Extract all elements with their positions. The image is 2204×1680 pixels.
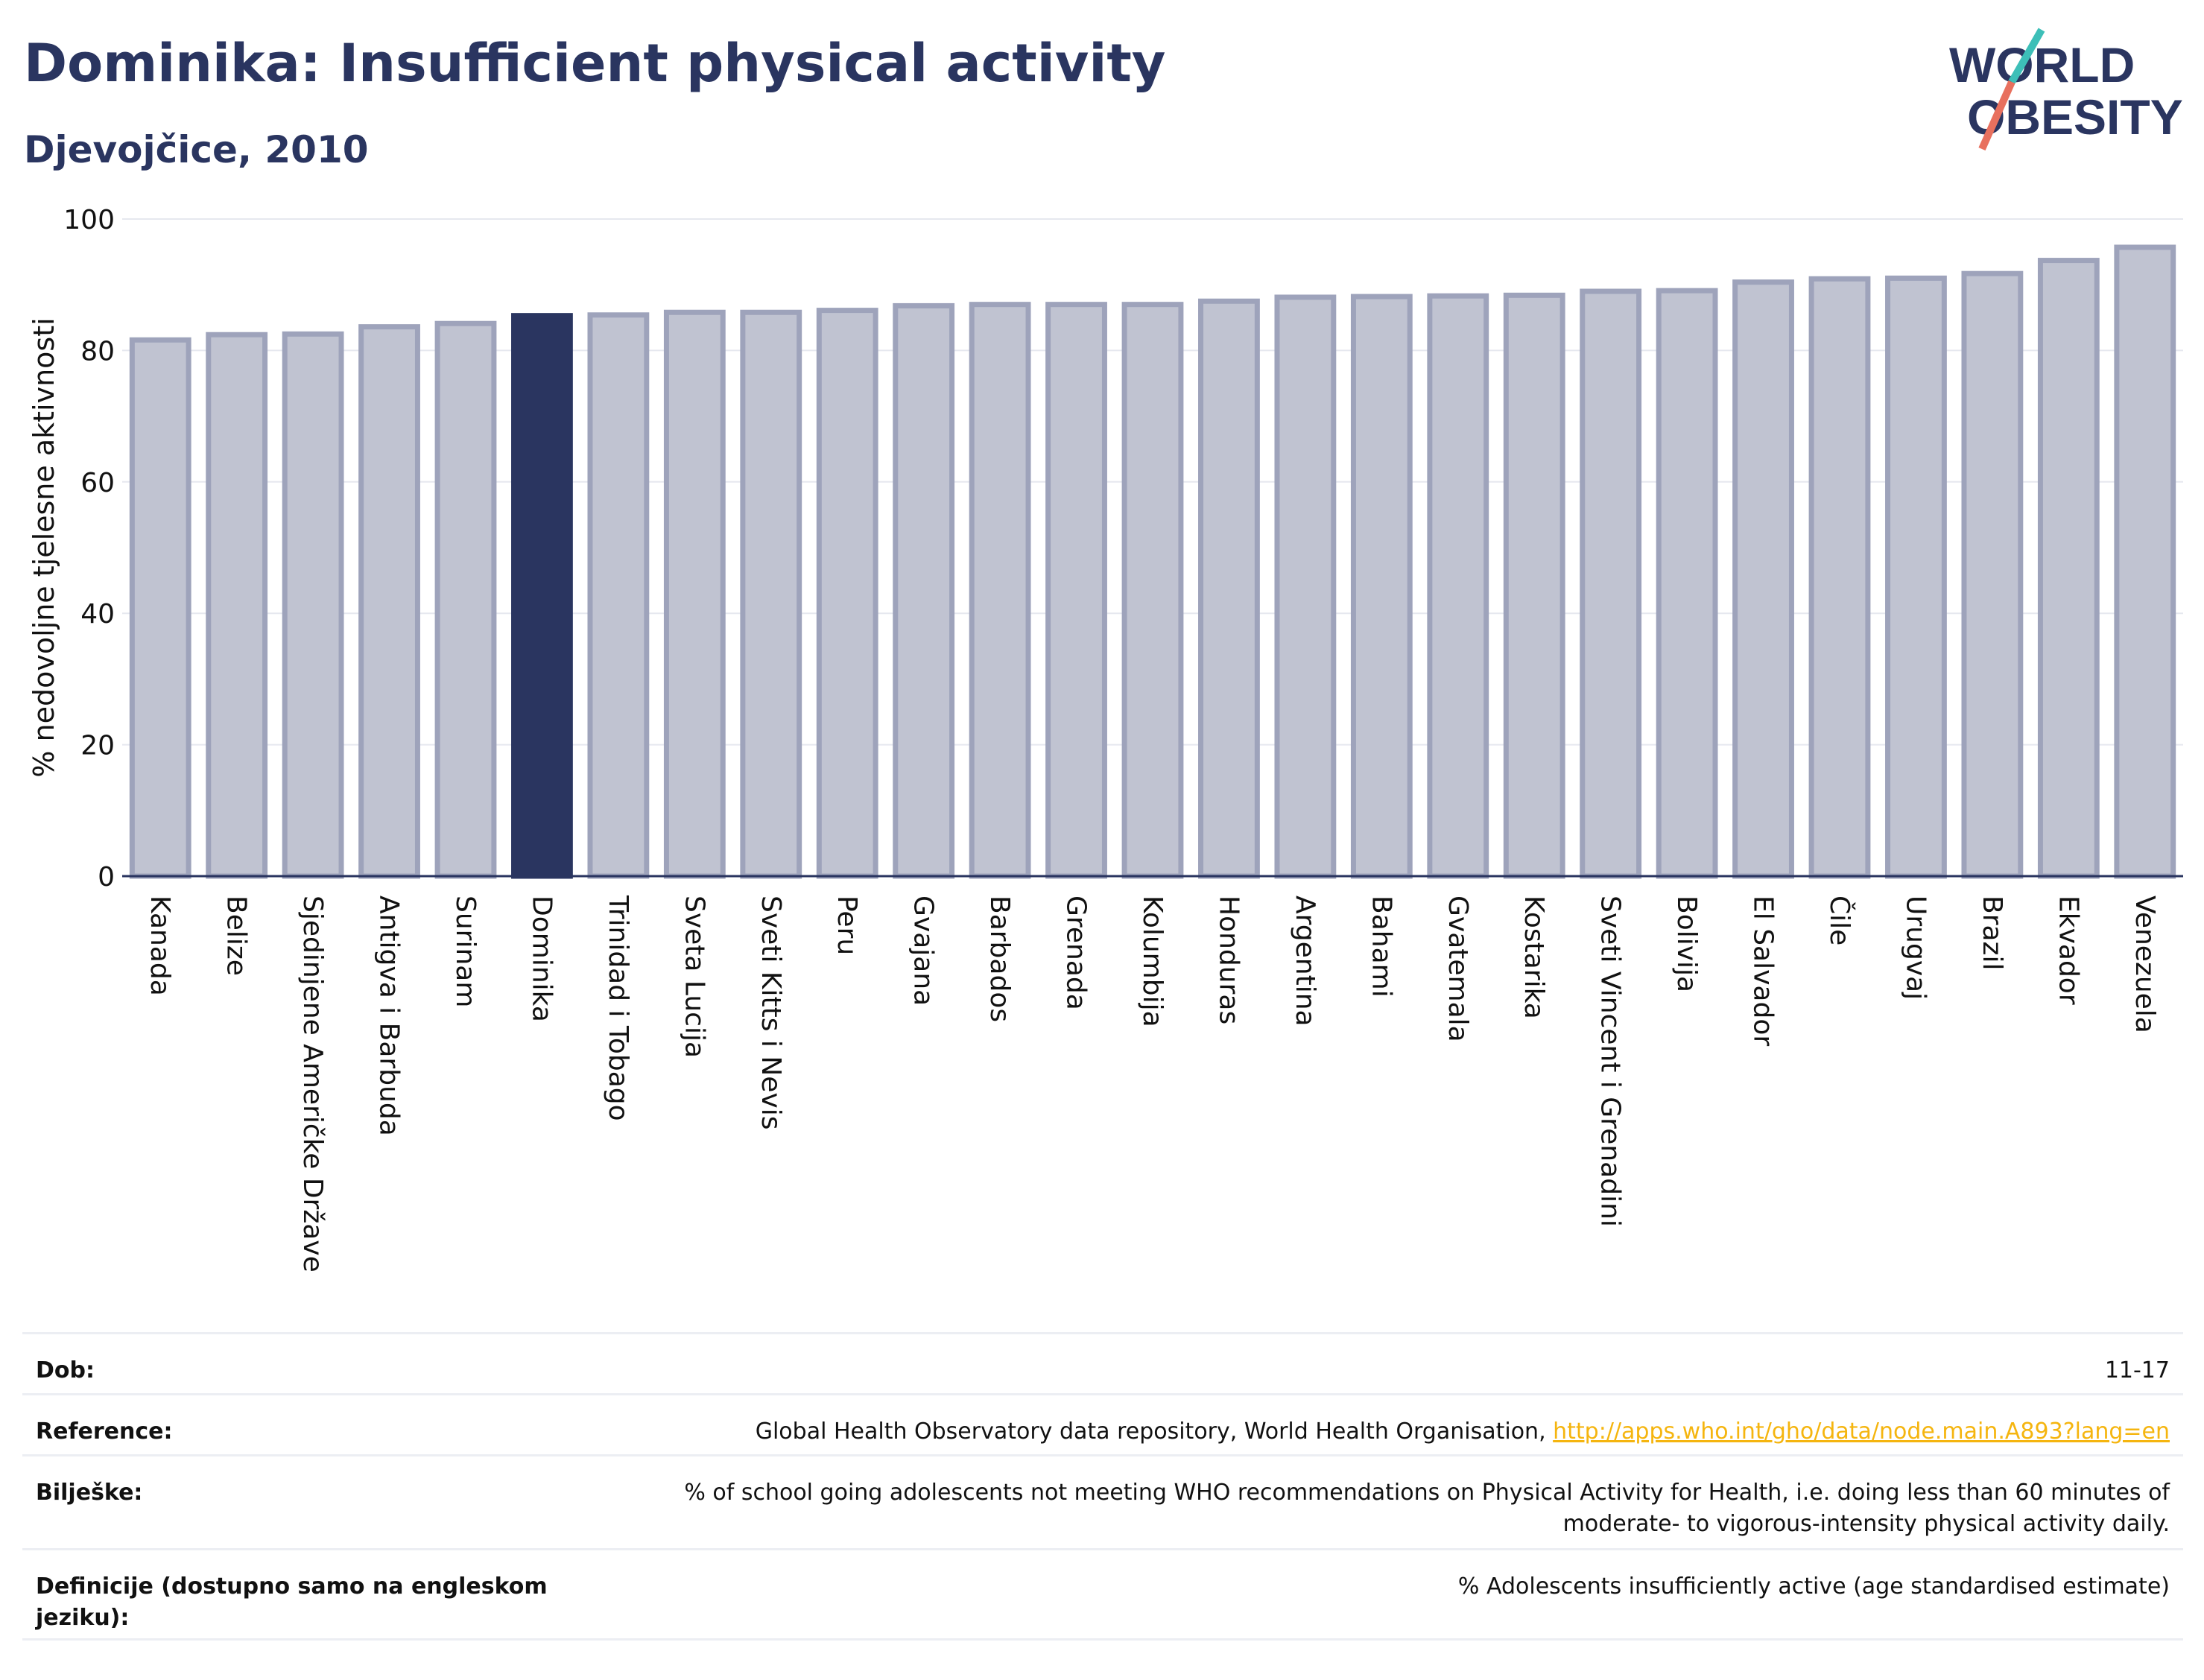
meta-value: Global Health Observatory data repositor… <box>756 1395 2170 1448</box>
x-tick-label: Gvajana <box>908 896 939 1006</box>
x-tick-label: Sjedinjene Američke Države <box>297 896 328 1272</box>
bar-sveti-vincent-i-grenadini <box>1580 288 1642 879</box>
x-tick-label: Honduras <box>1213 896 1244 1024</box>
meta-value: % of school going adolescents not meetin… <box>684 1480 2170 1537</box>
meta-row-notes: Bilješke: % of school going adolescents … <box>22 1454 2183 1548</box>
bar-kanada <box>129 337 191 879</box>
bar-el-salvador <box>1732 279 1794 879</box>
bar-kolumbija <box>1121 302 1184 879</box>
bar-bolivija <box>1656 288 1718 879</box>
x-tick-label: Trinidad i Tobago <box>603 895 633 1121</box>
y-axis-label: % nedovoljne tjelesne aktivnosti <box>28 317 60 777</box>
bar-urugvaj <box>1885 275 1947 879</box>
bar-chart: 0 20 40 60 80 100 Kanada Belize Sjedinjene Amer… <box>28 205 2183 1272</box>
y-tick-labels: 0 20 40 60 80 100 <box>63 205 115 893</box>
bar-belize <box>206 332 268 879</box>
bar-sjedinjene-ameri-ke-dr-ave <box>282 331 344 879</box>
bar-trinidad-i-tobago <box>587 312 650 879</box>
x-tick-label: Kostarika <box>1519 896 1549 1019</box>
bar-brazil <box>1961 270 2024 879</box>
bar-barbados <box>969 302 1031 879</box>
meta-key: Dob: <box>36 1357 95 1383</box>
x-tick-label: Belize <box>221 896 252 976</box>
y-tick-label: 100 <box>63 205 115 235</box>
bar-argentina <box>1274 294 1337 879</box>
bar-surinam <box>434 320 497 879</box>
bar-honduras <box>1198 298 1260 879</box>
bar--ile <box>1808 276 1871 879</box>
x-tick-label: El Salvador <box>1748 896 1779 1046</box>
bar-gvajana <box>893 302 955 879</box>
bars <box>129 244 2176 879</box>
y-tick-label: 0 <box>98 862 115 893</box>
x-tick-label: Brazil <box>1977 896 2007 970</box>
x-tick-label: Kanada <box>145 896 175 996</box>
bar-kostarika <box>1503 292 1565 879</box>
x-tick-label: Peru <box>832 896 862 955</box>
bar-ekvador <box>2037 258 2100 879</box>
bar-sveta-lucija <box>663 309 726 879</box>
x-tick-label: Bolivija <box>1671 896 1702 992</box>
x-tick-label: Dominika <box>526 896 557 1022</box>
bar-antigva-i-barbuda <box>358 324 420 879</box>
x-tick-label: Urugvaj <box>1900 896 1931 1000</box>
reference-text: Global Health Observatory data repositor… <box>755 1419 1554 1445</box>
chart-title: Dominika: Insufficient physical activity <box>24 33 1166 94</box>
logo-line1: WORLD <box>1949 37 2135 92</box>
x-tick-label: Argentina <box>1290 896 1320 1027</box>
bar-sveti-kitts-i-nevis <box>740 309 802 879</box>
x-tick-label: Venezuela <box>2129 896 2160 1033</box>
bar-peru <box>816 308 878 879</box>
bar-gvatemala <box>1427 293 1489 879</box>
bar-venezuela <box>2114 244 2176 879</box>
x-tick-label: Bahami <box>1366 896 1396 998</box>
meta-value: 11-17 <box>2104 1357 2170 1383</box>
bar-dominika <box>511 313 573 879</box>
meta-value: % Adolescents insufficiently active (age… <box>1457 1573 2170 1600</box>
y-tick-label: 80 <box>80 336 115 367</box>
y-tick-label: 60 <box>80 468 115 498</box>
meta-row-age: Dob: 11-17 <box>22 1332 2183 1393</box>
x-tick-label: Kolumbija <box>1137 896 1168 1027</box>
x-tick-label: Gvatemala <box>1443 896 1473 1042</box>
metadata-table: Dob: 11-17 Reference: Global Health Obse… <box>22 1332 2183 1641</box>
bar-bahami <box>1350 294 1413 879</box>
chart-subtitle: Djevojčice, 2010 <box>24 128 369 171</box>
x-tick-label: Surinam <box>450 896 481 1007</box>
x-tick-label: Sveti Kitts i Nevis <box>756 896 786 1130</box>
x-tick-label: Sveti Vincent i Grenadini <box>1595 896 1626 1227</box>
x-tick-label: Čile <box>1824 896 1855 945</box>
meta-key: Reference: <box>36 1419 173 1445</box>
meta-key: Definicije (dostupno samo na engleskom j… <box>36 1573 548 1631</box>
bar-grenada <box>1045 302 1107 879</box>
meta-key: Bilješke: <box>36 1480 143 1506</box>
world-obesity-logo: WORLD OBESITY <box>1949 28 2183 151</box>
reference-link[interactable]: http://apps.who.int/gho/data/node.main.A… <box>1553 1419 2170 1445</box>
meta-row-reference: Reference: Global Health Observatory dat… <box>22 1393 2183 1454</box>
y-tick-label: 20 <box>80 731 115 761</box>
logo-slash-coral <box>1978 80 2015 151</box>
x-tick-label: Sveta Lucija <box>679 896 709 1058</box>
x-tick-label: Antigva i Barbuda <box>374 896 405 1136</box>
logo-slash-teal <box>2008 28 2045 84</box>
meta-row-definitions: Definicije (dostupno samo na engleskom j… <box>22 1548 2183 1641</box>
x-tick-label: Barbados <box>984 896 1015 1022</box>
x-tick-label: Grenada <box>1061 896 1092 1010</box>
y-tick-label: 40 <box>80 599 115 630</box>
x-tick-labels: Kanada Belize Sjedinjene Američke Države An… <box>145 895 2160 1272</box>
x-tick-label: Ekvador <box>2053 896 2083 1005</box>
